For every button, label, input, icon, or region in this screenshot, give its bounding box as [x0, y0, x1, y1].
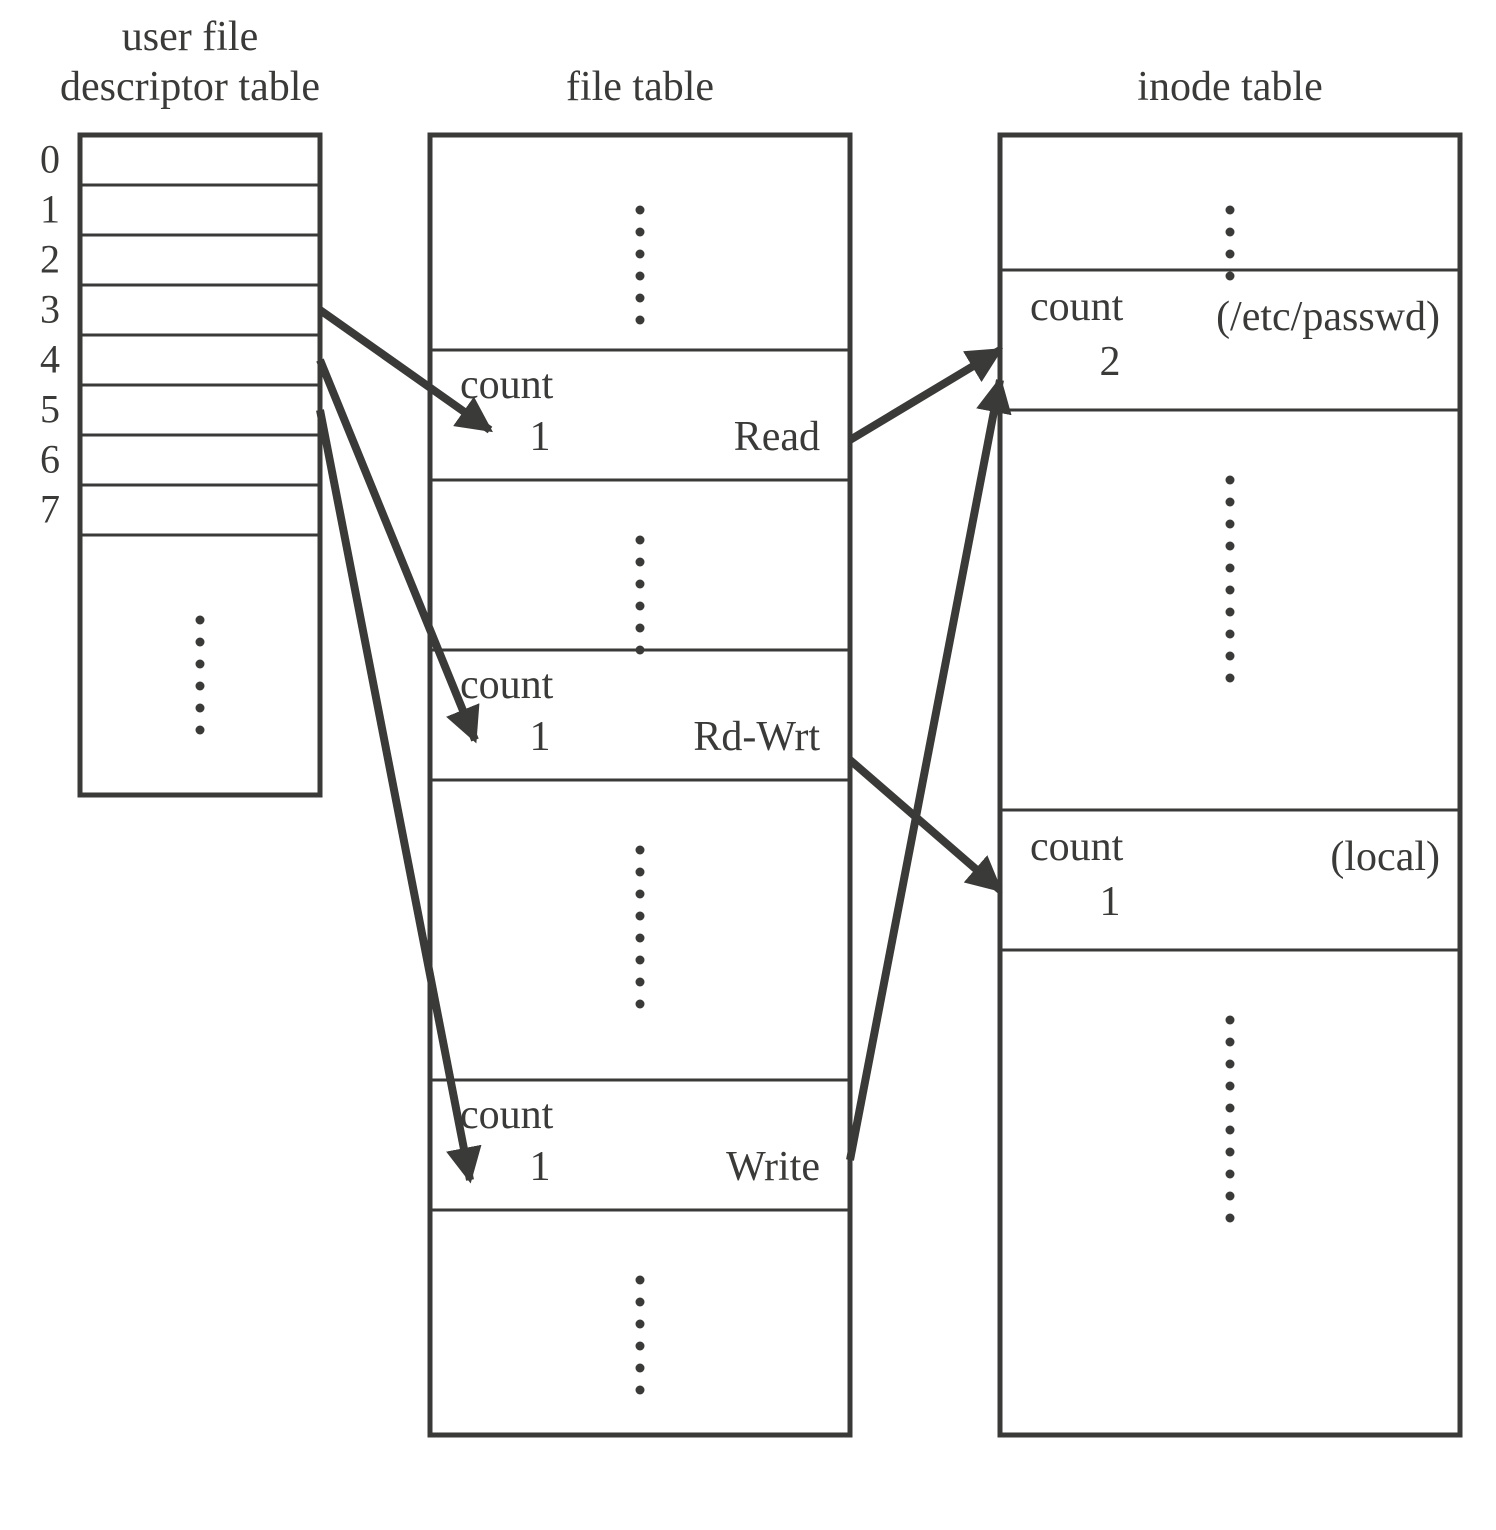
file-entry-count-label: count — [460, 662, 554, 708]
pointer-arrow — [850, 350, 1000, 440]
file-table-box — [430, 135, 850, 1435]
file-entry-count-label: count — [460, 1092, 554, 1138]
inode-table-title: inode table — [1137, 64, 1322, 110]
ufdt-index: 7 — [40, 487, 60, 532]
file-entry-count-label: count — [460, 362, 554, 408]
ufdt-index: 0 — [40, 137, 60, 182]
ufdt-title-2: descriptor table — [60, 64, 320, 110]
pointer-arrow — [850, 380, 1000, 1160]
file-entry-count-value: 1 — [530, 414, 551, 460]
inode-entry-name: (/etc/passwd) — [1216, 294, 1440, 340]
inode-entry-count-value: 1 — [1100, 879, 1121, 925]
file-entry-count-value: 1 — [530, 1144, 551, 1190]
ufdt-title-1: user file — [122, 14, 258, 60]
ufdt-index: 4 — [40, 337, 60, 382]
inode-entry-count-label: count — [1030, 284, 1124, 330]
ufdt-index: 3 — [40, 287, 60, 332]
file-entry-mode: Read — [734, 414, 820, 460]
inode-entry-name: (local) — [1330, 834, 1440, 880]
file-entry-mode: Write — [726, 1144, 820, 1190]
file-table-title: file table — [566, 64, 714, 110]
inode-entry-count-value: 2 — [1100, 339, 1121, 385]
file-entry-count-value: 1 — [530, 714, 551, 760]
ufdt-index: 5 — [40, 387, 60, 432]
ufdt-index: 2 — [40, 237, 60, 282]
ufdt-index: 1 — [40, 187, 60, 232]
ufdt-index: 6 — [40, 437, 60, 482]
pointer-arrow — [320, 410, 470, 1180]
inode-entry-count-label: count — [1030, 824, 1124, 870]
file-entry-mode: Rd-Wrt — [693, 714, 820, 760]
